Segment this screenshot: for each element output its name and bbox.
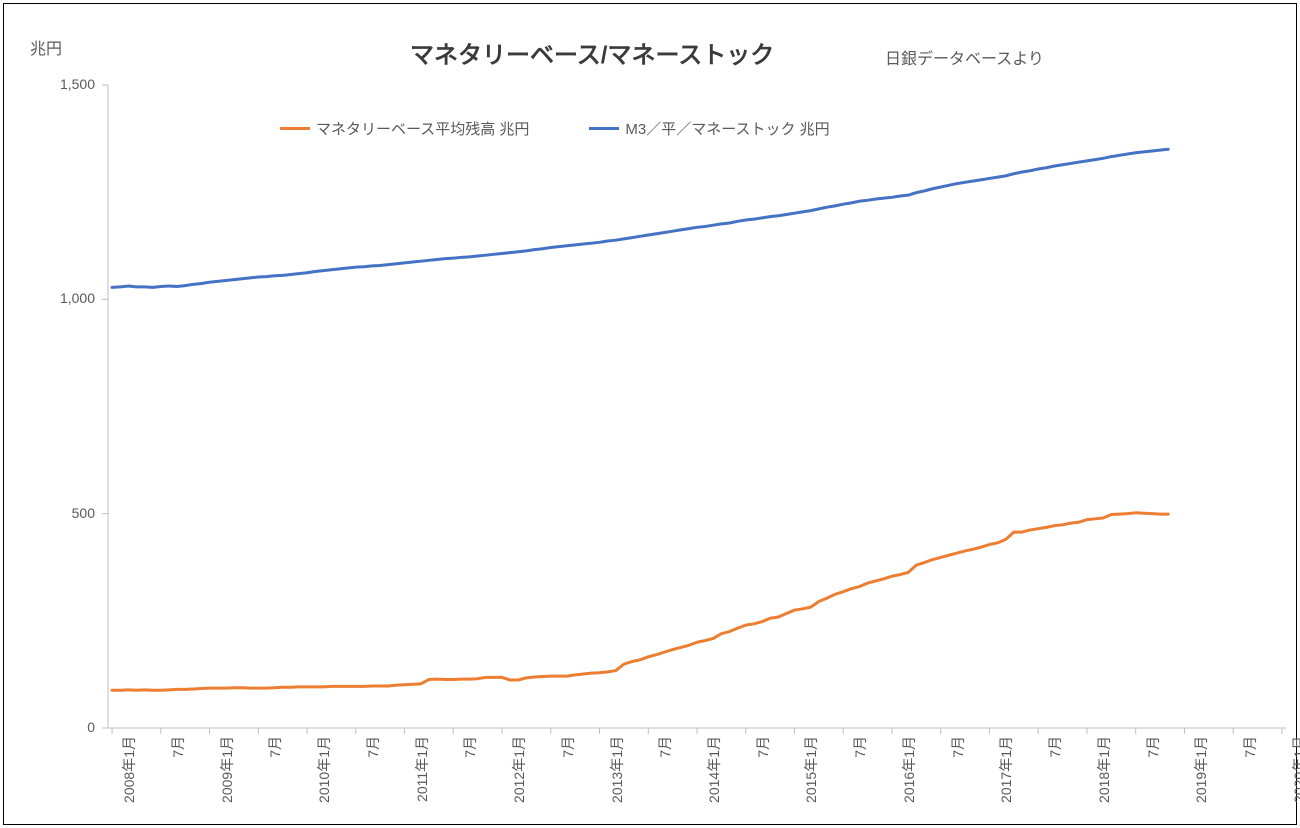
y-tick-label: 1,500	[0, 76, 95, 92]
x-tick-label: 7月	[753, 736, 773, 758]
x-tick-label: 7月	[850, 736, 870, 758]
y-tick-label: 500	[0, 505, 95, 521]
x-tick-label: 7月	[363, 736, 383, 758]
x-tick-label: 7月	[1045, 736, 1065, 758]
x-tick-label: 2008年1月	[119, 736, 139, 803]
x-tick-label: 2013年1月	[607, 736, 627, 803]
x-tick-label: 7月	[948, 736, 968, 758]
chart-title: マネタリーベース/マネーストック	[410, 35, 774, 70]
x-tick-label: 7月	[460, 736, 480, 758]
x-tick-label: 2015年1月	[801, 736, 821, 803]
chart-subtitle: 日銀データベースより	[885, 45, 1044, 69]
x-tick-label: 7月	[168, 736, 188, 758]
x-tick-label: 7月	[655, 736, 675, 758]
series-monetary-base	[112, 513, 1168, 690]
y-tick-label: 0	[0, 719, 95, 735]
chart-plot-svg	[108, 85, 1286, 728]
y-axis-unit: 兆円	[30, 35, 62, 59]
x-tick-label: 2011年1月	[412, 736, 432, 802]
x-tick-label: 7月	[558, 736, 578, 758]
x-tick-label: 2010年1月	[314, 736, 334, 803]
x-tick-label: 2016年1月	[899, 736, 919, 803]
y-tick-label: 1,000	[0, 290, 95, 306]
x-tick-label: 2019年1月	[1191, 736, 1211, 803]
x-tick-label: 2020年1月	[1289, 736, 1300, 803]
x-tick-label: 2014年1月	[704, 736, 724, 803]
x-tick-label: 7月	[265, 736, 285, 758]
series-m3-money-stock	[112, 149, 1168, 287]
x-tick-label: 7月	[1143, 736, 1163, 758]
x-tick-label: 7月	[1240, 736, 1260, 758]
x-tick-label: 2012年1月	[509, 736, 529, 803]
x-tick-label: 2017年1月	[996, 736, 1016, 803]
x-tick-label: 2018年1月	[1094, 736, 1114, 803]
x-tick-label: 2009年1月	[217, 736, 237, 803]
